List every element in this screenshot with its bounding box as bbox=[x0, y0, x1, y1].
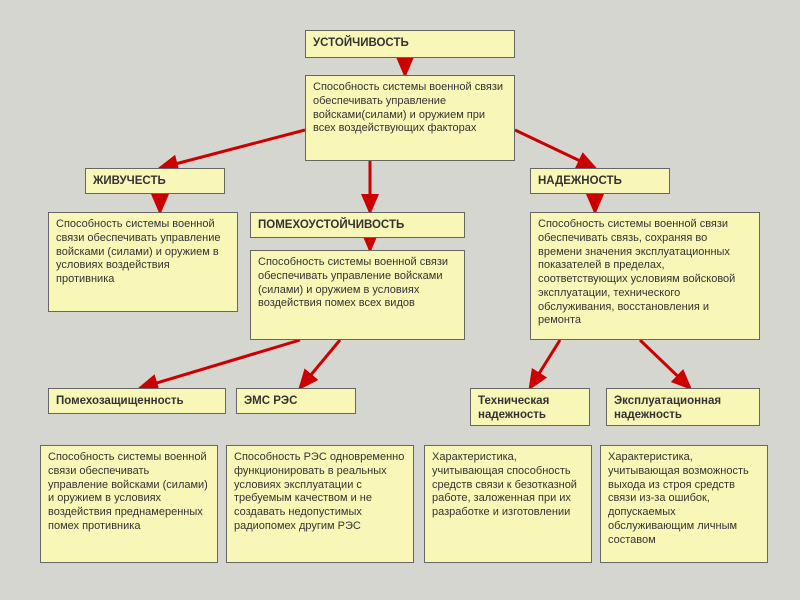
survivability-desc: Способность системы военной связи обеспе… bbox=[48, 212, 238, 312]
technical-reliability-desc: Характеристика, учитывающая способность … bbox=[424, 445, 592, 563]
noise-immunity-desc: Способность системы военной связи обеспе… bbox=[250, 250, 465, 340]
ems-res-title: ЭМС РЭС bbox=[236, 388, 356, 414]
operational-reliability-desc: Характеристика, учитывающая возможность … bbox=[600, 445, 768, 563]
root-title-box: УСТОЙЧИВОСТЬ bbox=[305, 30, 515, 58]
ems-res-desc: Способность РЭС одновременно функциониро… bbox=[226, 445, 414, 563]
jamming-protection-title: Помехозащищенность bbox=[48, 388, 226, 414]
noise-immunity-title: ПОМЕХОУСТОЙЧИВОСТЬ bbox=[250, 212, 465, 238]
survivability-title: ЖИВУЧЕСТЬ bbox=[85, 168, 225, 194]
technical-reliability-title: Техническая надежность bbox=[470, 388, 590, 426]
operational-reliability-title: Эксплуатационная надежность bbox=[606, 388, 760, 426]
jamming-protection-desc: Способность системы военной связи обеспе… bbox=[40, 445, 218, 563]
reliability-desc: Способность системы военной связи обеспе… bbox=[530, 212, 760, 340]
reliability-title: НАДЕЖНОСТЬ bbox=[530, 168, 670, 194]
root-desc-box: Способность системы военной связи обеспе… bbox=[305, 75, 515, 161]
